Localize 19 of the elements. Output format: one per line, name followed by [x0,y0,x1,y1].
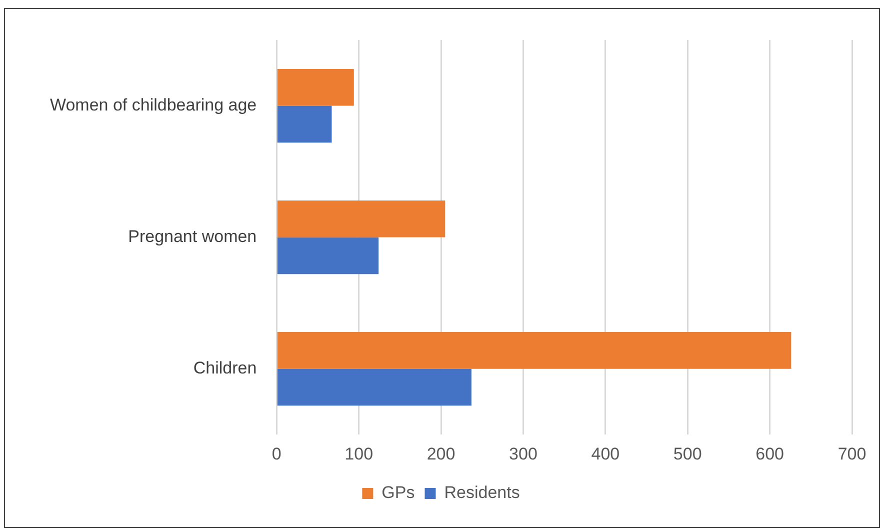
x-tick-label: 200 [426,444,456,464]
y-tick-label: Children [193,358,257,378]
x-tick-label: 600 [756,444,784,464]
x-tick-label: 300 [509,444,538,464]
x-tick-label: 500 [673,444,702,464]
legend-label: GPs [382,483,415,502]
bar [277,106,332,143]
y-tick-label: Women of childbearing age [50,95,257,114]
x-tick-label: 100 [344,444,374,464]
x-tick-label: 0 [272,444,282,464]
bar [277,332,792,369]
bar [277,68,354,106]
x-tick-label: 700 [838,444,866,464]
bar [277,368,472,406]
legend-label: Residents [444,483,520,502]
y-tick-label: Pregnant women [128,226,257,246]
x-tick-label: 400 [591,444,620,464]
bar [277,237,379,274]
bar [277,200,446,238]
